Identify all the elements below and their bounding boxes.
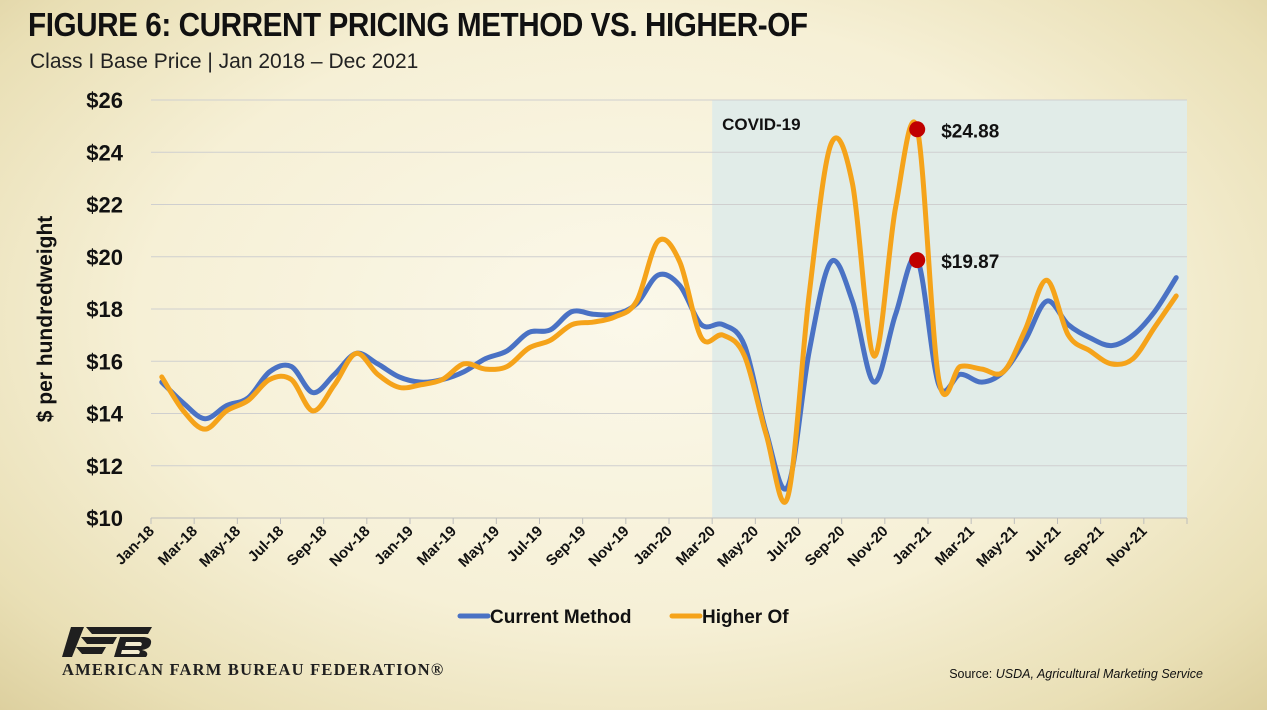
y-tick-label: $10: [86, 506, 123, 531]
source-text: USDA, Agricultural Marketing Service: [995, 667, 1203, 681]
annotation-label: $19.87: [941, 252, 999, 273]
x-tick-label: Sep-20: [802, 523, 849, 570]
x-tick-label: Mar-21: [932, 523, 978, 569]
x-tick-label: Sep-21: [1061, 523, 1108, 570]
y-tick-label: $12: [86, 454, 123, 479]
x-tick-label: Nov-19: [585, 523, 632, 570]
org-name: AMERICAN FARM BUREAU FEDERATION®: [62, 660, 445, 679]
y-tick-label: $22: [86, 193, 123, 218]
x-tick-label: Mar-18: [155, 523, 201, 569]
x-tick-label: Sep-18: [284, 523, 331, 570]
annotations: $24.88 $19.87: [909, 121, 999, 273]
annotation-marker: [909, 121, 926, 138]
series-lines: [159, 119, 1179, 505]
x-tick-label: May-21: [973, 523, 1021, 571]
x-tick-label: Jul-18: [245, 523, 288, 566]
x-tick-label: Jul-21: [1022, 523, 1065, 566]
y-tick-label: $20: [86, 245, 123, 270]
chart-subtitle: Class I Base Price | Jan 2018 – Dec 2021: [30, 50, 419, 73]
legend: Current Method Higher Of: [457, 607, 789, 628]
source-note: Source: USDA, Agricultural Marketing Ser…: [949, 667, 1203, 681]
x-tick-label: Mar-19: [414, 523, 460, 569]
x-tick-label: Jul-19: [504, 523, 547, 566]
y-tick-label: $26: [86, 88, 123, 113]
x-tick-label: Sep-19: [543, 523, 590, 570]
x-tick-label: May-19: [455, 523, 503, 571]
annotation-label: $24.88: [941, 121, 999, 142]
x-tick-label: Jan-19: [371, 523, 417, 569]
chart-title: FIGURE 6: CURRENT PRICING METHOD VS. HIG…: [28, 6, 808, 43]
covid-label: COVID-19: [722, 115, 800, 134]
x-tick-label: Jul-20: [763, 523, 806, 566]
series-higher-of: [159, 119, 1179, 505]
y-axis-title: $ per hundredweight: [34, 216, 57, 423]
x-tick-label: Mar-20: [673, 523, 719, 569]
x-tick-label: Nov-21: [1103, 523, 1150, 570]
x-tick-label: May-18: [196, 523, 244, 571]
x-tick-label: Nov-18: [326, 523, 373, 570]
x-tick-label: Nov-20: [844, 523, 891, 570]
y-tick-label: $14: [86, 402, 123, 427]
y-tick-label: $24: [86, 140, 123, 165]
y-tick-label: $18: [86, 297, 123, 322]
x-tick-label: Jan-21: [889, 523, 935, 569]
x-tick-label: Jan-20: [630, 523, 676, 569]
afbf-logo-icon: [62, 627, 152, 657]
y-tick-label: $16: [86, 349, 123, 374]
legend-label: Higher Of: [702, 607, 789, 628]
source-prefix: Source:: [949, 667, 996, 681]
x-tick-label: May-20: [714, 523, 762, 571]
annotation-marker: [909, 252, 926, 269]
legend-label: Current Method: [490, 607, 631, 628]
